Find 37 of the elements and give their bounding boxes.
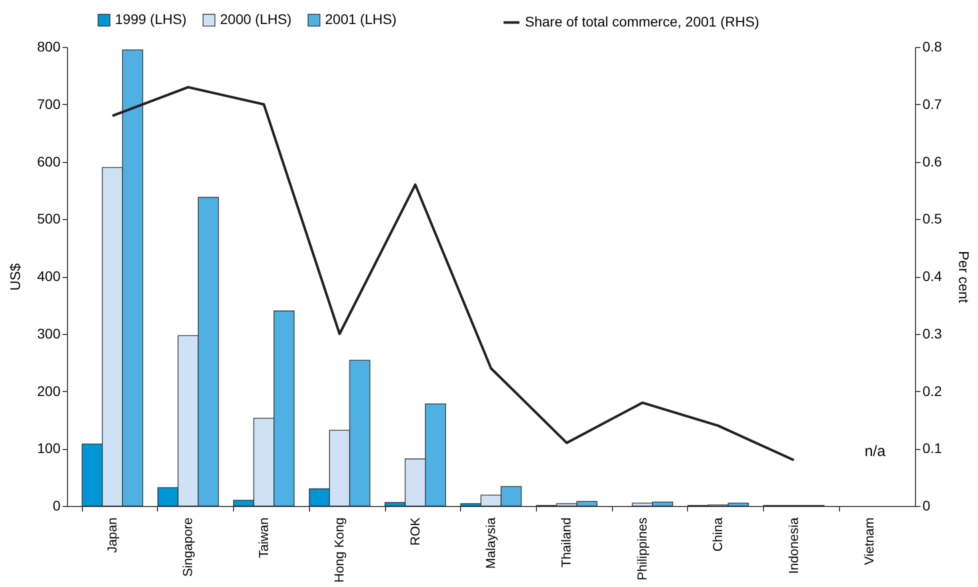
y-tick-label: 100 [37,440,61,456]
legend-label: Share of total commerce, 2001 (RHS) [525,14,760,30]
y2-tick-label: 0.6 [922,153,942,170]
x-tick-label: Japan [104,518,120,553]
y-tick-label: 300 [37,325,61,342]
x-tick-label: Taiwan [256,518,271,558]
y2-tick-label: 0 [922,498,930,514]
y2-tick-label: 0.3 [922,325,942,342]
x-tick-label: ROK [407,517,422,546]
legend-label: 2000 (LHS) [220,11,292,28]
y-tick-label: 600 [37,153,61,170]
x-tick-label: Singapore [180,518,196,577]
y-tick-label: 200 [37,382,61,399]
y2-tick-label: 0.2 [922,382,942,399]
y-tick-label: 0 [52,498,61,514]
x-tick-label: Malaysia [483,516,498,569]
x-tick-label: Hong Kong [332,518,347,583]
legend-label: 1999 (LHS) [115,11,187,28]
annotation: n/a [864,442,886,460]
x-tick-label: Thailand [558,518,574,568]
y2-axis-title: Per cent [956,250,972,304]
legend-label: 2001 (LHS) [325,11,397,28]
y-axis-title: US$ [7,263,24,291]
x-tick-label: Indonesia [786,516,801,574]
y2-tick-label: 0.7 [922,96,942,112]
y-tick-label: 500 [37,210,61,227]
y-tick-label: 800 [37,38,61,54]
x-tick-label: Vietnam [862,518,877,565]
line-series [111,86,796,462]
x-tick-label: Philippines [634,517,650,580]
x-tick-label: China [710,516,726,552]
y2-tick-label: 0.4 [922,268,942,284]
y-tick-label: 700 [37,96,61,112]
y2-tick-label: 0.5 [922,210,942,227]
y2-tick-label: 0.1 [922,440,942,456]
y2-tick-label: 0.8 [922,38,942,54]
y-tick-label: 400 [37,268,61,284]
